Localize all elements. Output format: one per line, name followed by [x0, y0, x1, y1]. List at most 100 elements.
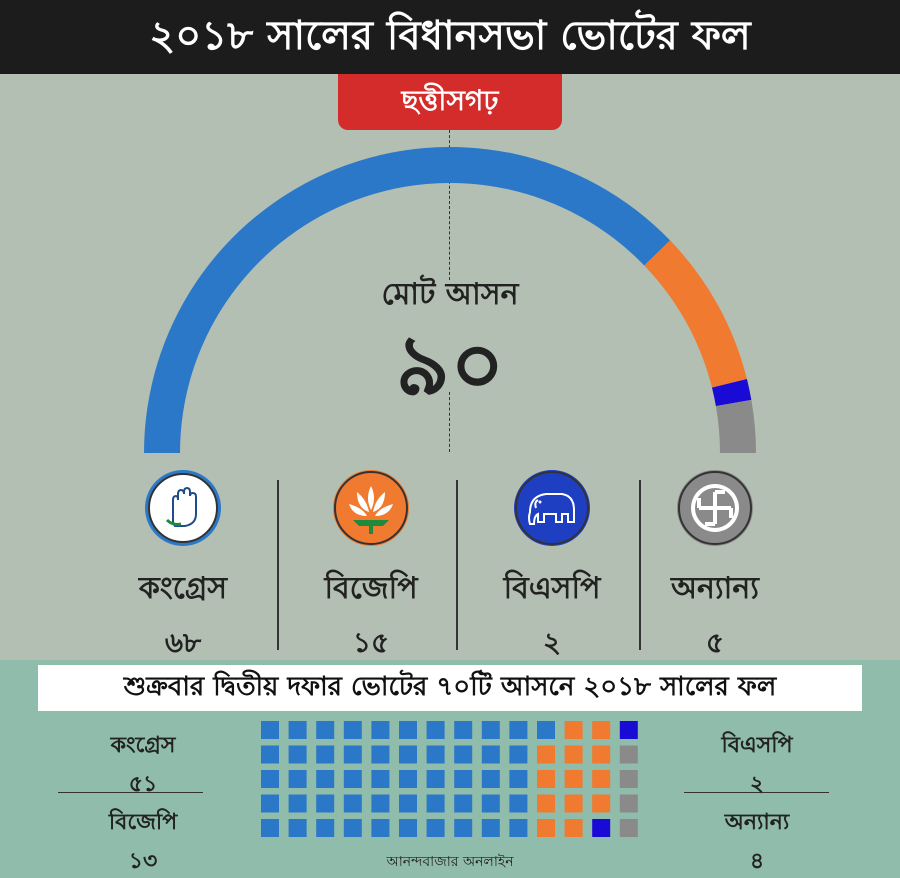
waffle-cell	[454, 819, 473, 837]
waffle-cell	[619, 770, 638, 788]
waffle-cell	[537, 819, 555, 837]
divider	[639, 480, 641, 650]
waffle-cell	[481, 721, 500, 739]
seat-arc-chart	[144, 147, 756, 453]
waffle-cell	[481, 819, 500, 837]
phase2-others: অন্যান্য ৪	[667, 805, 847, 878]
credit-text: আনন্দবাজার অনলাইন	[386, 854, 514, 870]
waffle-cell	[426, 794, 445, 813]
waffle-cell	[316, 745, 335, 764]
waffle-cell	[426, 745, 445, 764]
waffle-cell	[619, 794, 638, 813]
waffle-cell	[537, 745, 555, 764]
party-bjp: বিজেপি ১৫	[281, 470, 461, 668]
party-congress: কংগ্রেস ৬৮	[93, 470, 273, 668]
waffle-cell	[454, 770, 473, 788]
party-seats: ৪	[749, 849, 765, 874]
waffle-cell	[399, 770, 417, 788]
waffle-cell	[343, 745, 362, 764]
waffle-cell	[426, 770, 445, 788]
waffle-cell	[371, 721, 390, 739]
waffle-cell	[316, 721, 335, 739]
party-seats: ১৩	[128, 849, 158, 874]
waffle-cell	[261, 745, 279, 764]
waffle-cell	[564, 819, 583, 837]
waffle-cell	[481, 794, 500, 813]
waffle-cell	[343, 721, 362, 739]
party-name: কংগ্রেস	[110, 733, 176, 758]
divider	[58, 792, 203, 793]
waffle-cell	[564, 770, 583, 788]
divider	[684, 792, 829, 793]
state-label: ছত্তীসগঢ়	[338, 74, 562, 130]
party-others: অন্যান্য ৫	[625, 470, 805, 668]
phase2-bsp: বিএসপি ২	[667, 728, 847, 804]
hand-icon	[145, 470, 221, 546]
waffle-cell	[509, 770, 528, 788]
waffle-cell	[261, 721, 279, 739]
waffle-cell	[592, 794, 611, 813]
party-seats: ৬৮	[164, 626, 202, 659]
waffle-cell	[371, 745, 390, 764]
waffle-cell	[509, 745, 528, 764]
waffle-cell	[261, 819, 279, 837]
party-seats: ২	[749, 772, 765, 797]
waffle-cell	[509, 721, 528, 739]
total-seats-label: মোট আসন	[381, 277, 519, 312]
waffle-cell	[371, 770, 390, 788]
waffle-cell	[371, 819, 390, 837]
waffle-cell	[399, 794, 417, 813]
waffle-cell	[454, 721, 473, 739]
waffle-cell	[399, 745, 417, 764]
waffle-cell	[481, 745, 500, 764]
waffle-cell	[426, 721, 445, 739]
party-name: বিজেপি	[108, 810, 178, 835]
waffle-cell	[564, 721, 583, 739]
party-name: অন্যান্য	[671, 571, 759, 606]
waffle-cell	[619, 745, 638, 764]
waffle-cell	[316, 794, 335, 813]
waffle-cell	[288, 819, 307, 837]
waffle-cell	[619, 721, 638, 739]
waffle-cell	[288, 721, 307, 739]
waffle-cell	[399, 819, 417, 837]
phase2-bjp: বিজেপি ১৩	[53, 805, 233, 878]
party-seats: ২	[542, 626, 562, 659]
phase2-title: শুক্রবার দ্বিতীয় দফার ভোটের ৭০টি আসনে ২…	[38, 665, 862, 711]
divider	[277, 480, 279, 650]
waffle-cell	[564, 794, 583, 813]
waffle-cell	[288, 794, 307, 813]
waffle-cell	[261, 794, 279, 813]
waffle-cell	[261, 770, 279, 788]
waffle-cell	[454, 794, 473, 813]
party-bsp: বিএসপি ২	[462, 470, 642, 668]
party-name: কংগ্রেস	[138, 571, 228, 606]
arc-segment-2	[711, 378, 752, 407]
elephant-icon	[514, 470, 590, 546]
waffle-cell	[426, 819, 445, 837]
total-seats-value: ৯০	[395, 316, 505, 414]
page-title: ২০১৮ সালের বিধানসভা ভোটের ফল	[0, 0, 900, 74]
waffle-cell	[288, 745, 307, 764]
waffle-cell	[371, 794, 390, 813]
waffle-cell	[343, 794, 362, 813]
waffle-cell	[592, 721, 611, 739]
waffle-cell	[288, 770, 307, 788]
party-name: বিজেপি	[324, 571, 418, 606]
waffle-cell	[564, 745, 583, 764]
waffle-cell	[592, 819, 611, 837]
waffle-cell	[343, 770, 362, 788]
center-guide-bottom	[449, 392, 450, 452]
waffle-cell	[592, 770, 611, 788]
party-seats: ৫	[705, 626, 725, 659]
waffle-cell	[509, 819, 528, 837]
waffle-cell	[343, 819, 362, 837]
waffle-cell	[509, 794, 528, 813]
lotus-icon	[333, 470, 409, 546]
waffle-cell	[316, 819, 335, 837]
party-name: অন্যান্য	[724, 810, 790, 835]
waffle-cell	[316, 770, 335, 788]
waffle-cell	[592, 745, 611, 764]
